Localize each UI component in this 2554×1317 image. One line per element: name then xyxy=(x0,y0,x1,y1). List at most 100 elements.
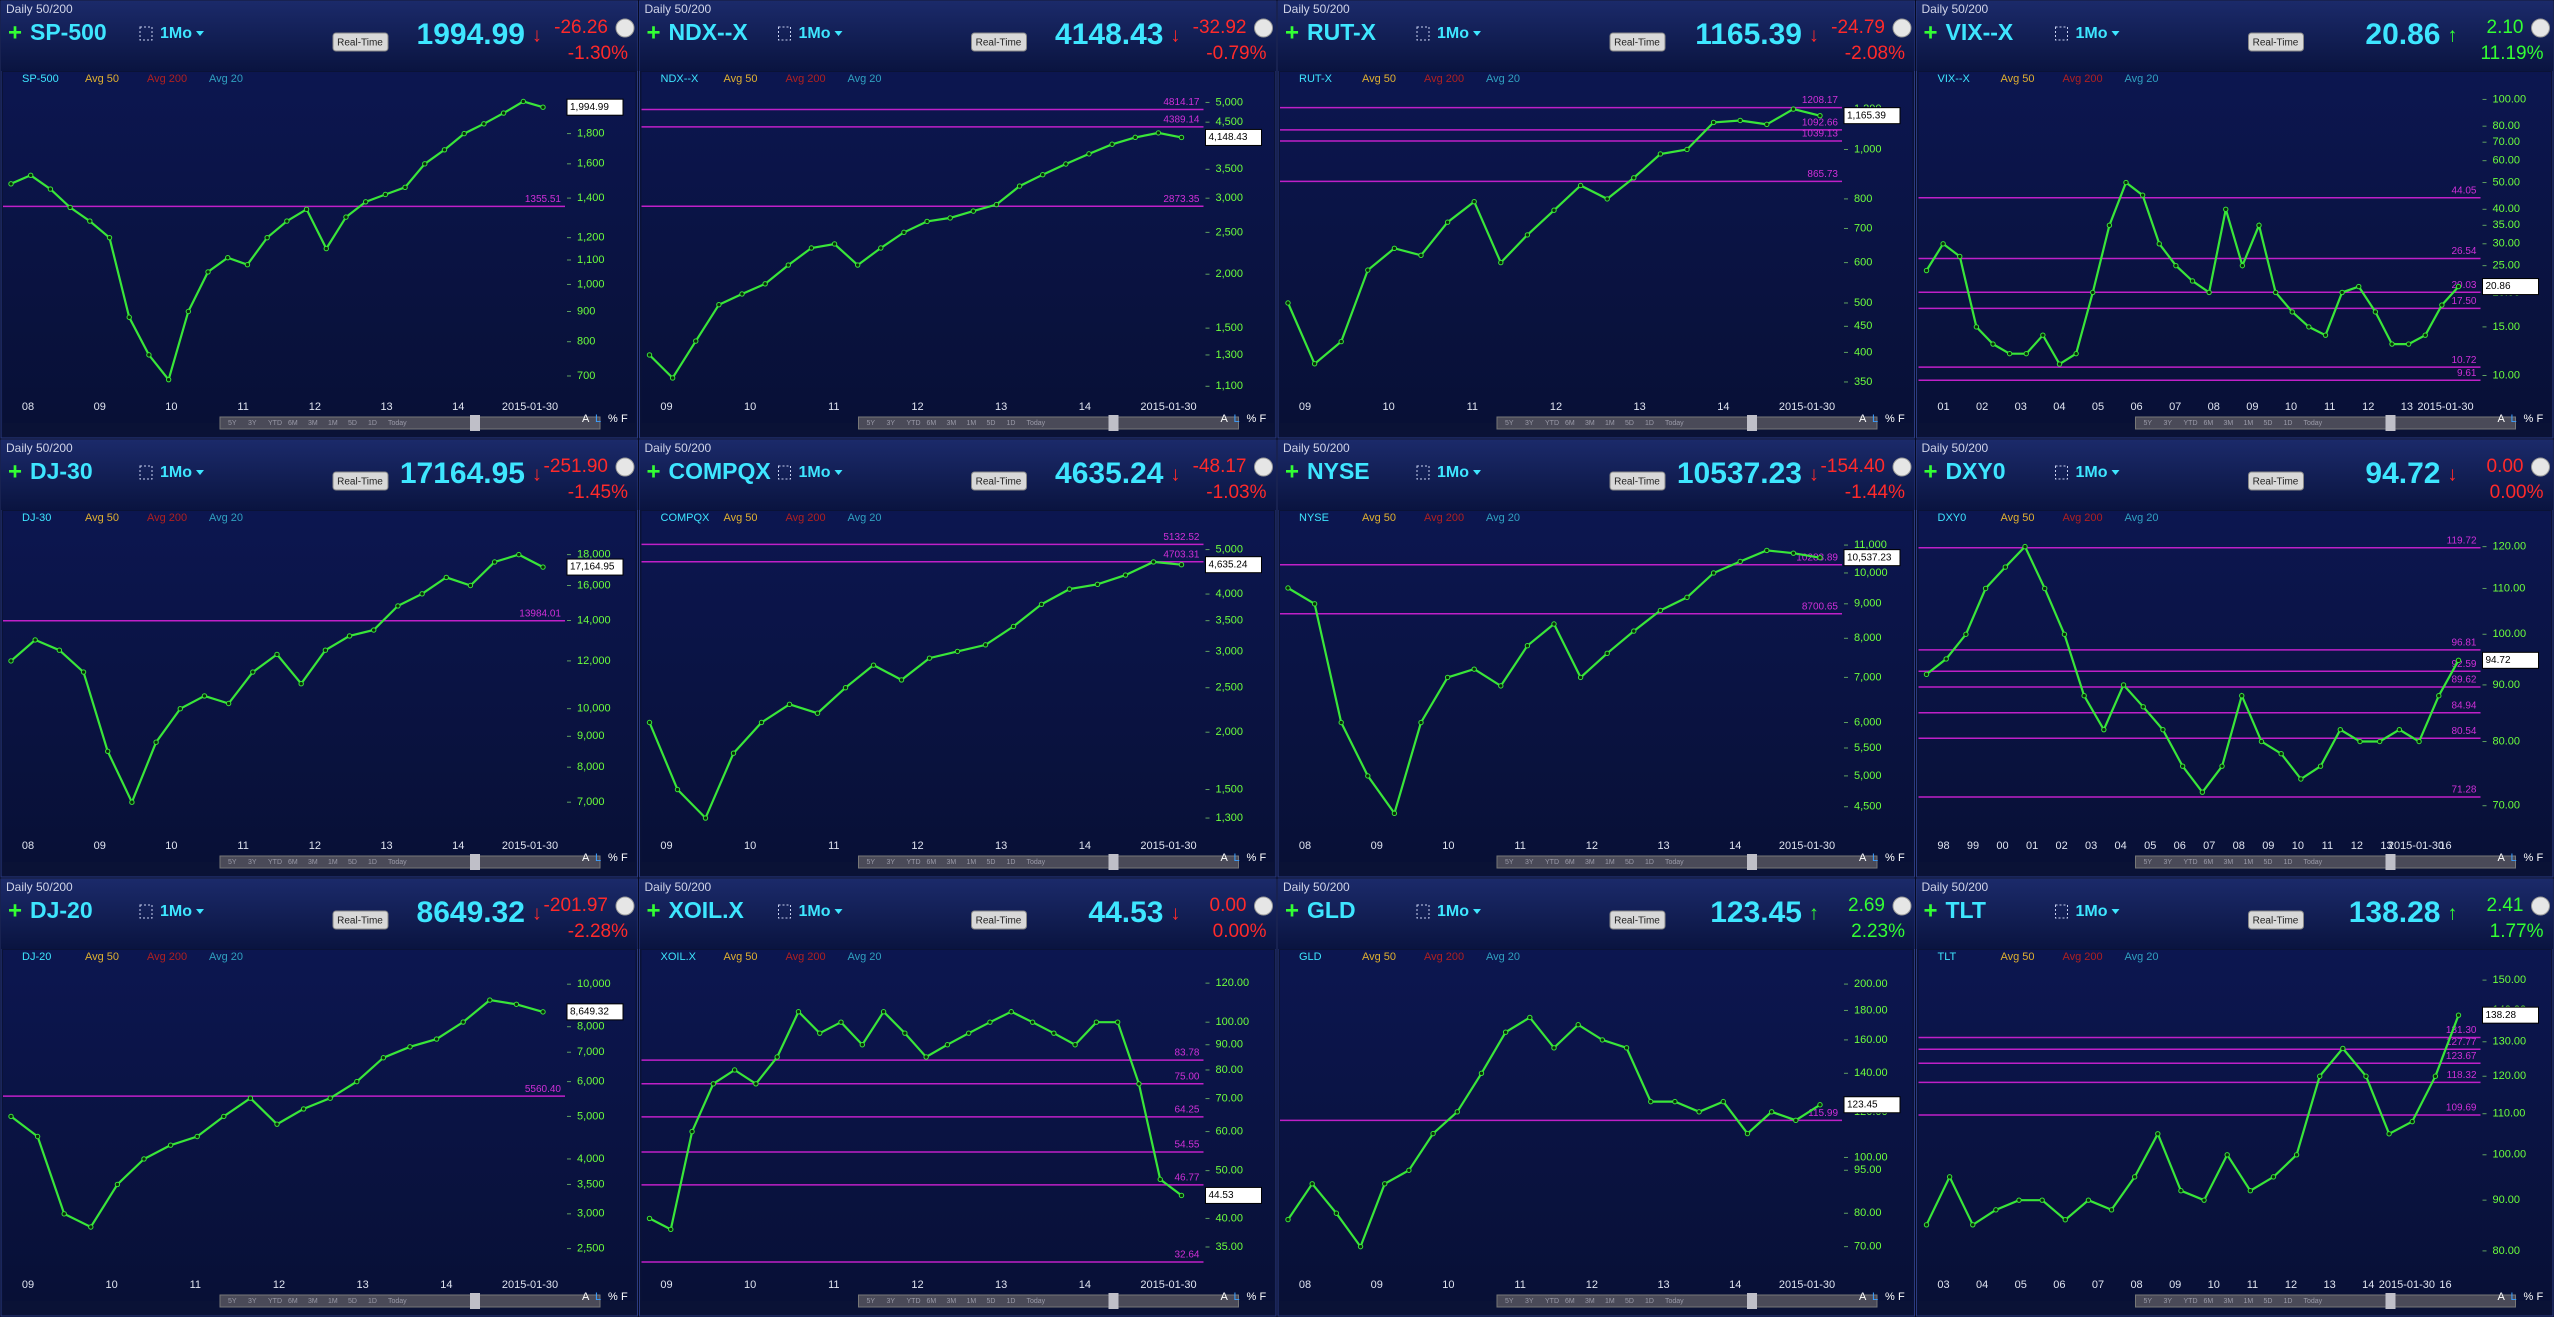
scale-button[interactable]: L xyxy=(595,1291,601,1303)
scale-button[interactable]: F xyxy=(2537,413,2544,425)
scale-button[interactable]: F xyxy=(621,852,628,864)
timeframe[interactable]: 1Mo xyxy=(160,464,192,481)
period-button[interactable]: 3Y xyxy=(248,859,257,866)
timeframe[interactable]: 1Mo xyxy=(2076,464,2108,481)
scale-button[interactable]: L xyxy=(2511,852,2517,864)
period-button[interactable]: YTD xyxy=(2184,859,2198,866)
period-button[interactable]: 5D xyxy=(987,859,996,866)
period-button[interactable]: 1M xyxy=(967,1298,977,1305)
period-button[interactable]: 3Y xyxy=(887,859,896,866)
period-button[interactable]: 1M xyxy=(2244,1298,2254,1305)
scale-button[interactable]: % xyxy=(2524,413,2534,425)
scale-button[interactable]: L xyxy=(1872,413,1878,425)
period-button[interactable]: 3M xyxy=(308,1298,318,1305)
realtime-label[interactable]: Real-Time xyxy=(976,477,1022,488)
period-button[interactable]: 5Y xyxy=(1505,859,1514,866)
period-button[interactable]: 5D xyxy=(2264,1298,2273,1305)
period-button[interactable]: 6M xyxy=(1565,420,1575,427)
scroll-thumb[interactable] xyxy=(2385,1293,2396,1309)
period-button[interactable]: 3Y xyxy=(1525,859,1534,866)
period-button[interactable]: 3M xyxy=(947,1298,957,1305)
period-button[interactable]: 1M xyxy=(967,859,977,866)
period-button[interactable]: 5Y xyxy=(1505,1298,1514,1305)
period-button[interactable]: 3M xyxy=(947,859,957,866)
settings-icon[interactable] xyxy=(1892,18,1912,38)
scroll-thumb[interactable] xyxy=(1108,415,1119,431)
scale-button[interactable]: A xyxy=(1859,1291,1867,1303)
scrollbar[interactable] xyxy=(1496,1294,1878,1308)
period-button[interactable]: 3Y xyxy=(248,420,257,427)
realtime-button[interactable] xyxy=(332,32,389,52)
scale-button[interactable]: % xyxy=(1247,413,1257,425)
period-button[interactable]: 1M xyxy=(328,859,338,866)
scale-button[interactable]: F xyxy=(2537,852,2544,864)
timeframe[interactable]: 1Mo xyxy=(1437,903,1469,920)
period-button[interactable]: 3Y xyxy=(248,1298,257,1305)
timeframe[interactable]: 1Mo xyxy=(799,464,831,481)
symbol[interactable]: SP-500 xyxy=(30,19,107,45)
period-button[interactable]: 1D xyxy=(1007,1298,1016,1305)
period-button[interactable]: 3M xyxy=(1585,859,1595,866)
realtime-label[interactable]: Real-Time xyxy=(2253,916,2299,927)
period-button[interactable]: YTD xyxy=(1545,420,1559,427)
scrollbar[interactable] xyxy=(219,1294,601,1308)
period-button[interactable]: YTD xyxy=(1545,1298,1559,1305)
scale-button[interactable]: % xyxy=(1885,1291,1895,1303)
period-button[interactable]: 1M xyxy=(1605,1298,1615,1305)
period-button[interactable]: Today xyxy=(388,859,407,866)
period-button[interactable]: 1D xyxy=(368,1298,377,1305)
scroll-thumb[interactable] xyxy=(2385,854,2396,870)
scrollbar[interactable] xyxy=(858,1294,1239,1308)
period-button[interactable]: YTD xyxy=(907,859,921,866)
period-button[interactable]: 1D xyxy=(1645,859,1654,866)
period-button[interactable]: Today xyxy=(2304,859,2323,866)
period-button[interactable]: Today xyxy=(1665,420,1684,427)
scroll-thumb[interactable] xyxy=(1108,854,1119,870)
period-button[interactable]: 3M xyxy=(1585,1298,1595,1305)
timeframe[interactable]: 1Mo xyxy=(2076,25,2108,42)
realtime-button[interactable] xyxy=(1609,910,1666,930)
period-button[interactable]: 6M xyxy=(288,1298,298,1305)
symbol[interactable]: DXY0 xyxy=(1946,458,2006,484)
scale-button[interactable]: % xyxy=(1247,852,1257,864)
timeframe[interactable]: 1Mo xyxy=(799,903,831,920)
period-button[interactable]: 6M xyxy=(2204,420,2214,427)
period-button[interactable]: 5Y xyxy=(228,420,237,427)
scrollbar[interactable] xyxy=(219,416,601,430)
period-button[interactable]: 5D xyxy=(987,420,996,427)
scale-button[interactable]: % xyxy=(1247,1291,1257,1303)
period-button[interactable]: YTD xyxy=(2184,1298,2198,1305)
scale-button[interactable]: L xyxy=(1872,1291,1878,1303)
period-button[interactable]: 3Y xyxy=(1525,420,1534,427)
realtime-label[interactable]: Real-Time xyxy=(337,38,383,49)
period-button[interactable]: 1M xyxy=(967,420,977,427)
period-button[interactable]: 1M xyxy=(2244,420,2254,427)
scale-button[interactable]: F xyxy=(1898,413,1905,425)
period-button[interactable]: 5D xyxy=(348,420,357,427)
period-button[interactable]: YTD xyxy=(1545,859,1559,866)
period-button[interactable]: 1D xyxy=(2284,420,2293,427)
scale-button[interactable]: L xyxy=(2511,413,2517,425)
scale-button[interactable]: L xyxy=(1234,413,1240,425)
realtime-label[interactable]: Real-Time xyxy=(337,477,383,488)
scale-button[interactable]: L xyxy=(1872,852,1878,864)
scale-button[interactable]: F xyxy=(1260,1291,1267,1303)
period-button[interactable]: Today xyxy=(1665,859,1684,866)
period-button[interactable]: Today xyxy=(2304,1298,2323,1305)
settings-icon[interactable] xyxy=(1892,457,1912,477)
period-button[interactable]: 6M xyxy=(927,1298,937,1305)
symbol[interactable]: RUT-X xyxy=(1307,19,1377,45)
scrollbar[interactable] xyxy=(858,416,1239,430)
settings-icon[interactable] xyxy=(2531,18,2550,38)
settings-icon[interactable] xyxy=(615,457,635,477)
scale-button[interactable]: A xyxy=(1221,852,1229,864)
scale-button[interactable]: % xyxy=(1885,413,1895,425)
scroll-thumb[interactable] xyxy=(470,1293,480,1309)
period-button[interactable]: 3Y xyxy=(2164,859,2173,866)
period-button[interactable]: Today xyxy=(1027,859,1046,866)
period-button[interactable]: Today xyxy=(388,420,407,427)
period-button[interactable]: 3M xyxy=(308,859,318,866)
period-button[interactable]: 3M xyxy=(308,420,318,427)
timeframe[interactable]: 1Mo xyxy=(160,25,192,42)
period-button[interactable]: 5Y xyxy=(2144,1298,2153,1305)
